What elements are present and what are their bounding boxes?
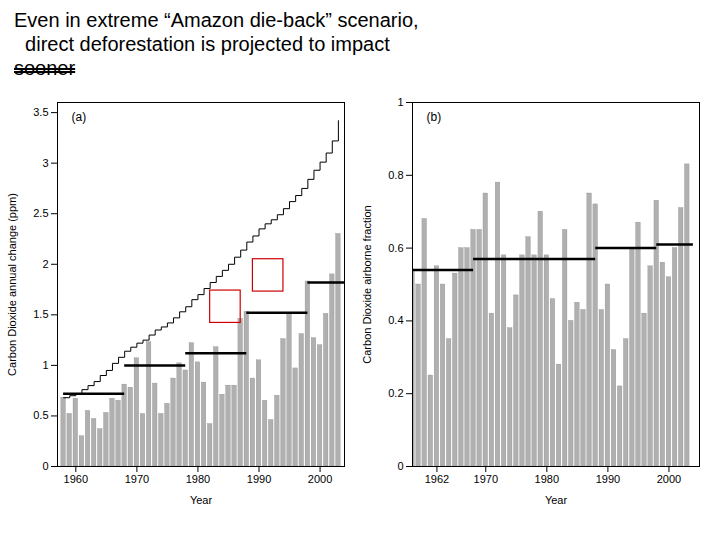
- svg-text:1: 1: [397, 96, 403, 108]
- svg-text:2: 2: [42, 258, 48, 270]
- svg-text:1970: 1970: [125, 473, 149, 485]
- svg-text:2.5: 2.5: [33, 207, 48, 219]
- svg-text:1960: 1960: [64, 473, 88, 485]
- svg-text:0: 0: [42, 460, 48, 472]
- svg-text:1: 1: [42, 359, 48, 371]
- svg-text:3: 3: [42, 157, 48, 169]
- svg-text:(a): (a): [72, 110, 87, 124]
- svg-text:0.8: 0.8: [388, 169, 403, 181]
- svg-text:0.2: 0.2: [388, 387, 403, 399]
- svg-text:1.5: 1.5: [33, 308, 48, 320]
- svg-text:1990: 1990: [247, 473, 271, 485]
- svg-text:(b): (b): [427, 110, 442, 124]
- svg-text:0.4: 0.4: [388, 314, 403, 326]
- html-text:direct deforestation is projec: direct deforestation is projected to imp…: [14, 33, 390, 55]
- html-text:sooner: sooner: [14, 57, 76, 79]
- svg-text:1970: 1970: [474, 473, 498, 485]
- svg-text:Year: Year: [190, 494, 213, 506]
- svg-text:1980: 1980: [186, 473, 210, 485]
- html-text:Even in extreme “Amazon die-ba: Even in extreme “Amazon die-back” scenar…: [14, 9, 419, 31]
- svg-text:Carbon Dioxide airborne fracti: Carbon Dioxide airborne fraction: [361, 205, 373, 363]
- svg-text:0: 0: [397, 460, 403, 472]
- svg-text:Carbon Dioxide annual change (: Carbon Dioxide annual change (ppm): [6, 193, 18, 376]
- svg-text:3.5: 3.5: [33, 106, 48, 118]
- svg-text:1980: 1980: [535, 473, 559, 485]
- svg-text:2000: 2000: [657, 473, 681, 485]
- svg-text:0.6: 0.6: [388, 242, 403, 254]
- svg-text:Year: Year: [545, 494, 568, 506]
- svg-text:0.5: 0.5: [33, 409, 48, 421]
- svg-text:1962: 1962: [425, 473, 449, 485]
- svg-text:1990: 1990: [596, 473, 620, 485]
- svg-text:2000: 2000: [308, 473, 332, 485]
